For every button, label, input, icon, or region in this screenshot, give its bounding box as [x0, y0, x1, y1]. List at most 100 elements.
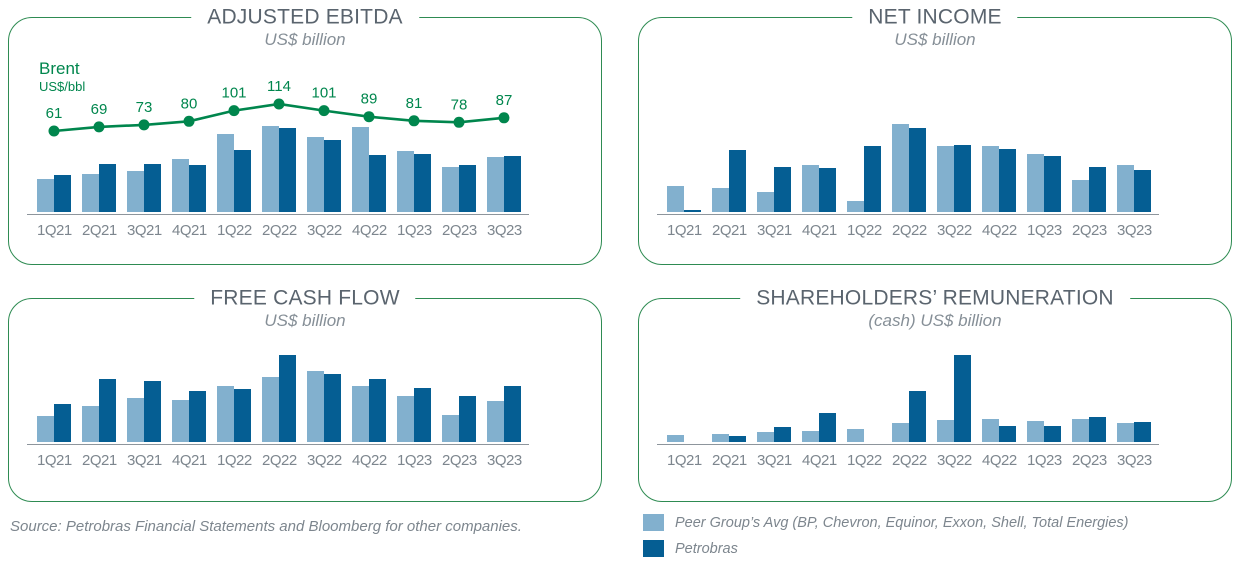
panel-adjusted-ebitda: ADJUSTED EBITDA US$ billion Brent US$/bb…: [8, 5, 602, 265]
bar-peer-group: [892, 124, 909, 212]
x-tick-label: 3Q21: [127, 452, 162, 469]
bar-petrobras: [819, 168, 836, 212]
peer-group-swatch-icon: [643, 514, 664, 531]
x-tick-label: 2Q21: [712, 222, 747, 239]
x-tick-label: 2Q22: [262, 452, 297, 469]
bar-group: [667, 435, 701, 442]
bar-group: [442, 164, 476, 212]
bar-group: [352, 126, 386, 212]
x-tick-label: 1Q21: [667, 222, 702, 239]
bar-chart-area: [37, 126, 521, 212]
bar-peer-group: [937, 419, 954, 442]
bar-group: [307, 136, 341, 212]
x-tick-label: 1Q22: [217, 222, 252, 239]
bar-peer-group: [82, 174, 99, 212]
bar-peer-group: [757, 432, 774, 442]
bar-peer-group: [712, 434, 729, 442]
brent-value-label: 80: [181, 95, 198, 112]
x-tick-label: 1Q23: [1027, 452, 1062, 469]
x-axis-line: [657, 214, 1159, 215]
x-tick-label: 3Q22: [937, 452, 972, 469]
bar-petrobras: [324, 374, 341, 442]
x-tick-label: 2Q21: [82, 452, 117, 469]
bar-petrobras: [279, 128, 296, 212]
bar-group: [757, 426, 791, 442]
bar-petrobras: [999, 426, 1016, 442]
panel-title: NET INCOME: [852, 5, 1018, 29]
bar-petrobras: [684, 209, 701, 212]
bar-petrobras: [144, 164, 161, 212]
panel-title: ADJUSTED EBITDA: [191, 5, 419, 29]
bar-group: [712, 434, 746, 442]
bar-petrobras: [144, 380, 161, 442]
bar-group: [757, 166, 791, 212]
x-tick-label: 3Q23: [1117, 222, 1152, 239]
brent-axis-label: Brent US$/bbl: [39, 58, 85, 96]
bar-group: [892, 390, 926, 442]
bar-peer-group: [37, 178, 54, 212]
bar-petrobras: [189, 164, 206, 212]
bar-peer-group: [82, 406, 99, 442]
bar-peer-group: [982, 418, 999, 442]
x-tick-label: 2Q22: [892, 452, 927, 469]
bar-group: [37, 174, 71, 212]
panel-subtitle: US$ billion: [894, 30, 976, 49]
x-tick-label: 2Q23: [442, 452, 477, 469]
bar-group: [217, 386, 251, 442]
panel-title: FREE CASH FLOW: [194, 286, 416, 310]
x-tick-label: 4Q22: [352, 452, 387, 469]
bar-peer-group: [1027, 154, 1044, 212]
bar-petrobras: [189, 390, 206, 442]
bar-petrobras: [234, 388, 251, 442]
brent-data-point: [498, 112, 510, 124]
bar-petrobras: [1044, 155, 1061, 212]
bar-petrobras: [414, 388, 431, 442]
bar-petrobras: [504, 156, 521, 212]
bar-peer-group: [1072, 418, 1089, 442]
bar-peer-group: [172, 400, 189, 442]
panel-title: SHAREHOLDERS’ REMUNERATION: [740, 286, 1130, 310]
bar-peer-group: [217, 134, 234, 212]
bar-petrobras: [1089, 416, 1106, 442]
x-axis-line: [27, 444, 529, 445]
panel-subtitle: US$ billion: [264, 311, 346, 330]
brent-unit-label: US$/bbl: [39, 79, 86, 95]
x-tick-label: 1Q21: [667, 452, 702, 469]
bar-petrobras: [99, 164, 116, 212]
bar-peer-group: [667, 185, 684, 212]
x-tick-label: 4Q21: [802, 222, 837, 239]
x-tick-label: 2Q21: [82, 222, 117, 239]
x-tick-label: 3Q21: [757, 222, 792, 239]
bar-chart-area: [667, 124, 1151, 212]
x-tick-label: 1Q21: [37, 222, 72, 239]
panel-free-cash-flow: FREE CASH FLOW US$ billion 1Q21 2Q21 3Q21 4…: [8, 286, 602, 502]
x-tick-label: 2Q23: [442, 222, 477, 239]
bar-group: [487, 386, 521, 442]
bar-group: [172, 390, 206, 442]
bar-group: [262, 355, 296, 442]
bar-group: [1117, 422, 1151, 442]
x-axis-labels: 1Q21 2Q21 3Q21 4Q21 1Q22 2Q22 3Q22 4Q22 1Q23 2Q23…: [37, 222, 522, 239]
bar-group: [667, 185, 701, 212]
brent-value-label: 78: [451, 96, 468, 113]
x-tick-label: 3Q23: [487, 452, 522, 469]
panel-net-income: NET INCOME US$ billion 1Q21 2Q21 3Q21 4Q21 1…: [638, 5, 1232, 265]
brent-value-label: 81: [406, 95, 423, 112]
bar-petrobras: [774, 166, 791, 212]
bar-group: [217, 134, 251, 212]
x-tick-label: 4Q21: [172, 452, 207, 469]
bar-group: [487, 156, 521, 212]
bar-petrobras: [1134, 169, 1151, 212]
x-tick-label: 2Q22: [892, 222, 927, 239]
x-tick-label: 3Q22: [307, 452, 342, 469]
bar-chart-area: [667, 355, 1151, 442]
source-note: Source: Petrobras Financial Statements a…: [10, 518, 522, 535]
x-tick-label: 1Q23: [397, 452, 432, 469]
x-tick-label: 1Q22: [847, 452, 882, 469]
bar-peer-group: [982, 146, 999, 212]
panel-subtitle: US$ billion: [264, 30, 346, 49]
bar-group: [802, 164, 836, 212]
brent-value-label: 87: [496, 92, 513, 109]
x-axis-line: [657, 444, 1159, 445]
bar-peer-group: [442, 166, 459, 212]
